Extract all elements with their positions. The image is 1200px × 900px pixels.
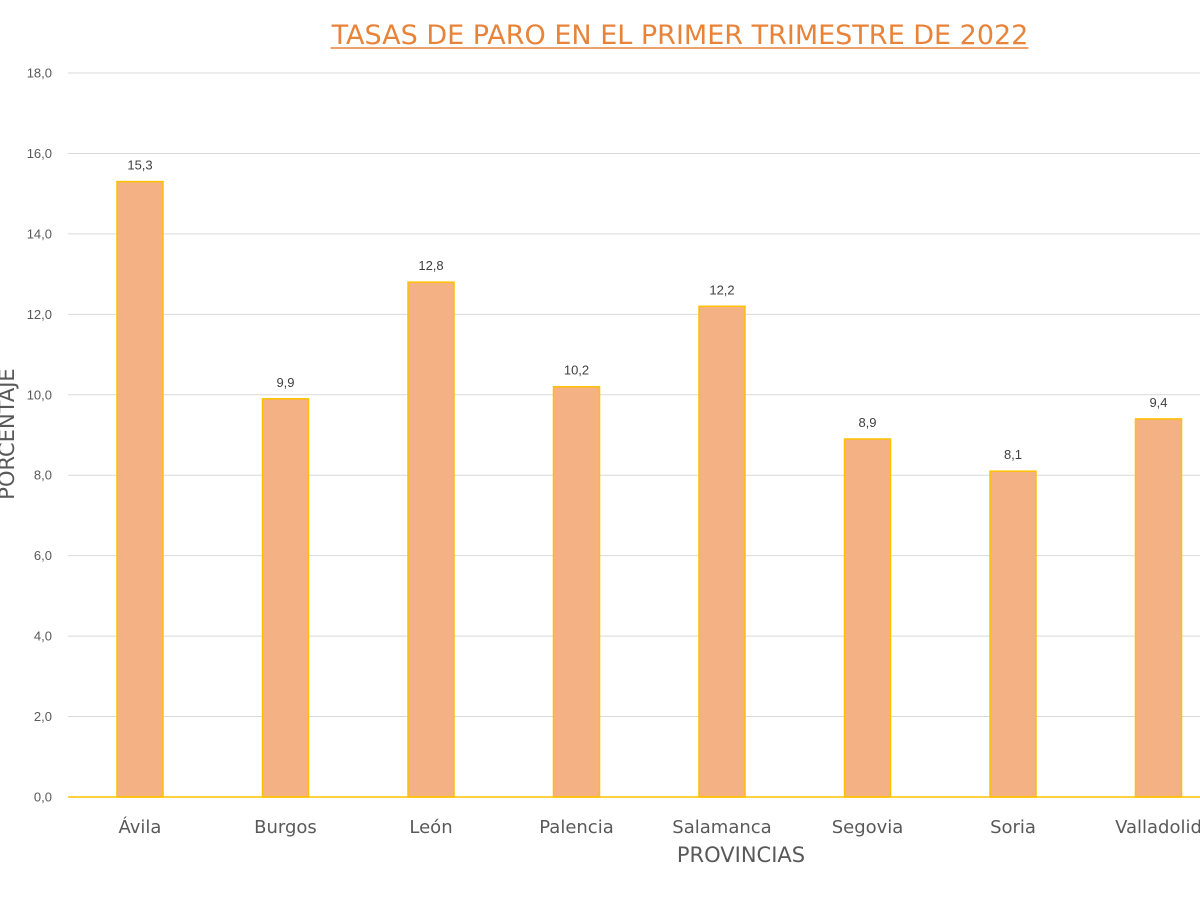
data-label: 12,8	[418, 258, 443, 273]
x-tick-label: Salamanca	[672, 817, 771, 838]
bar	[116, 180, 164, 798]
y-tick-label: 2,0	[34, 709, 52, 724]
x-tick-label: Valladolid	[1115, 817, 1200, 838]
data-label: 8,1	[1004, 447, 1022, 462]
y-axis-title: PORCENTAJE	[0, 368, 19, 499]
data-label: 8,9	[858, 415, 876, 430]
data-label: 10,2	[564, 363, 589, 378]
chart-title: TASAS DE PARO EN EL PRIMER TRIMESTRE DE …	[331, 20, 1029, 51]
x-tick-label: Soria	[990, 817, 1036, 838]
x-tick-label: León	[409, 817, 452, 838]
data-label: 9,4	[1149, 395, 1167, 410]
y-tick-label: 4,0	[34, 629, 52, 644]
y-tick-label: 14,0	[27, 226, 52, 241]
x-axis-ticks: Ávila Burgos León Palencia Salamanca Segovia S…	[119, 816, 1200, 838]
x-tick-label: Burgos	[254, 817, 317, 838]
x-tick-label: Palencia	[539, 817, 614, 838]
bar	[989, 470, 1037, 798]
y-tick-label: 18,0	[27, 66, 52, 81]
bar	[1134, 418, 1183, 798]
y-tick-label: 6,0	[34, 548, 52, 563]
x-tick-label: Ávila	[119, 816, 162, 838]
bars	[116, 180, 1183, 798]
bar	[698, 305, 746, 798]
data-label: 12,2	[709, 282, 734, 297]
data-labels: 15,3 9,9 12,8 10,2 12,2 8,9 8,1 9,4	[127, 158, 1167, 463]
x-tick-label: Segovia	[832, 817, 904, 838]
y-tick-label: 10,0	[27, 387, 52, 402]
bar	[843, 438, 892, 798]
data-label: 9,9	[276, 375, 294, 390]
bar	[407, 281, 455, 798]
y-tick-label: 16,0	[27, 146, 52, 161]
y-axis-ticks: 0,0 2,0 4,0 6,0 8,0 10,0 12,0 14,0 16,0 18,0	[27, 66, 52, 805]
bar	[552, 385, 601, 798]
gridlines	[68, 72, 1200, 718]
y-tick-label: 0,0	[34, 790, 52, 805]
data-label: 15,3	[127, 158, 152, 173]
bar	[261, 398, 310, 798]
x-axis-title: PROVINCIAS	[677, 843, 805, 867]
y-tick-label: 8,0	[34, 468, 52, 483]
y-tick-label: 12,0	[27, 307, 52, 322]
